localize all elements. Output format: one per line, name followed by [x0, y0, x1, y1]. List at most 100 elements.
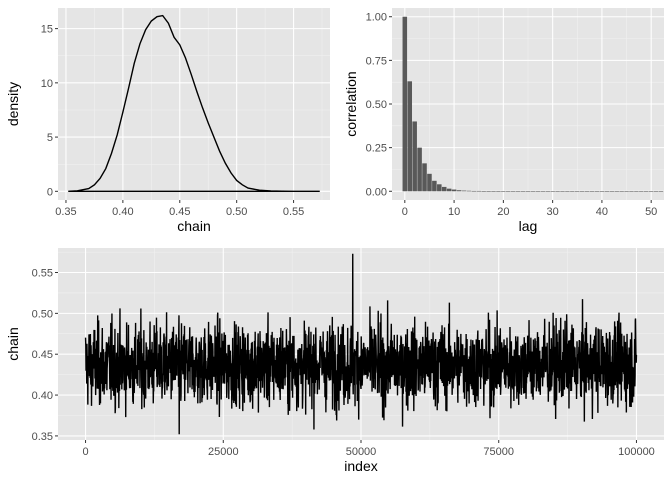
acf-bar — [560, 191, 565, 192]
density-x-tick-label: 0.45 — [169, 206, 190, 218]
acf-bar — [417, 147, 422, 192]
trace-plot: 0 25000 50000 75000 100000 0.35 0.40 0.45 0.50 0.… — [5, 248, 664, 474]
acf-bar — [446, 188, 452, 192]
acf-bar — [530, 191, 536, 192]
acf-bar — [639, 191, 644, 192]
acf-bar — [604, 191, 610, 192]
acf-y-axis-title: correlation — [343, 71, 359, 136]
acf-bar — [589, 191, 595, 192]
density-y-tick-label: 5 — [47, 132, 53, 144]
acf-x-tick-label: 40 — [596, 206, 608, 218]
acf-bar — [648, 191, 654, 192]
acf-bar — [609, 191, 615, 192]
acf-bar — [584, 191, 590, 192]
acf-bar — [476, 190, 481, 192]
trace-axes: 0 25000 50000 75000 100000 0.35 0.40 0.45 0.50 0.… — [32, 268, 655, 458]
acf-bar — [481, 191, 486, 192]
acf-bar — [658, 191, 664, 192]
trace-x-tick-label: 0 — [82, 446, 88, 458]
density-axes: 0.35 0.40 0.45 0.50 0.55 0 5 10 15 — [41, 24, 305, 218]
acf-plot: 0 10 20 30 40 50 0.00 0.25 0.50 0.75 1.00 lag corr… — [343, 8, 664, 234]
acf-bar — [614, 191, 619, 192]
acf-x-tick-label: 20 — [497, 206, 509, 218]
trace-x-tick-label: 25000 — [208, 446, 239, 458]
acf-bar — [501, 191, 506, 192]
acf-x-tick-label: 0 — [402, 206, 408, 218]
acf-bar — [486, 191, 491, 192]
trace-x-tick-label: 50000 — [346, 446, 377, 458]
trace-line — [84, 253, 638, 435]
trace-y-tick-label: 0.40 — [32, 390, 53, 402]
acf-bar — [510, 191, 516, 192]
acf-y-tick-label: 0.00 — [366, 186, 387, 198]
density-plot: 0.35 0.40 0.45 0.50 0.55 0 5 10 15 chain density — [5, 8, 330, 234]
density-panel — [58, 8, 330, 200]
density-y-axis-title: density — [5, 82, 21, 126]
acf-bar — [535, 191, 541, 192]
density-curve — [68, 14, 320, 193]
acf-x-axis-title: lag — [519, 218, 538, 234]
acf-bar — [402, 16, 408, 192]
acf-bar — [427, 173, 432, 192]
acf-bar — [525, 191, 531, 192]
trace-x-tick-label: 100000 — [618, 446, 655, 458]
density-marks — [68, 14, 320, 193]
acf-bar — [599, 191, 605, 192]
acf-bar — [634, 191, 639, 192]
trace-x-axis-title: index — [344, 458, 377, 474]
density-y-tick-label: 10 — [41, 78, 53, 90]
acf-bar — [624, 191, 629, 192]
acf-bar — [456, 190, 462, 192]
acf-bar — [545, 191, 550, 192]
acf-x-tick-label: 10 — [448, 206, 460, 218]
acf-bar — [594, 191, 600, 192]
trace-x-tick-label: 75000 — [483, 446, 514, 458]
acf-bar — [461, 190, 467, 192]
acf-bar — [515, 191, 521, 192]
density-x-tick-label: 0.50 — [226, 206, 247, 218]
acf-bar — [466, 190, 472, 192]
density-x-tick-label: 0.35 — [55, 206, 76, 218]
acf-bar — [441, 186, 447, 192]
acf-bar — [422, 163, 427, 192]
acf-bar — [629, 191, 634, 192]
acf-x-tick-label: 50 — [645, 206, 657, 218]
acf-bar — [496, 191, 501, 192]
acf-bar — [506, 191, 511, 192]
density-y-tick-label: 15 — [41, 24, 53, 36]
trace-marks — [84, 253, 638, 435]
acf-bar — [540, 191, 546, 192]
acf-bar — [570, 191, 575, 192]
trace-y-tick-label: 0.50 — [32, 308, 53, 320]
acf-marks — [402, 16, 664, 192]
acf-bar — [491, 191, 496, 192]
acf-bar — [520, 191, 526, 192]
acf-bar — [575, 191, 580, 192]
trace-y-axis-title: chain — [5, 327, 21, 360]
acf-x-tick-label: 30 — [547, 206, 559, 218]
acf-bar — [412, 121, 417, 192]
acf-bar — [653, 191, 659, 192]
trace-y-tick-label: 0.55 — [32, 268, 53, 280]
trace-y-tick-label: 0.35 — [32, 431, 53, 443]
density-x-axis-title: chain — [177, 218, 210, 234]
density-x-tick-label: 0.55 — [283, 206, 304, 218]
acf-bar — [565, 191, 570, 192]
trace-y-tick-label: 0.45 — [32, 349, 53, 361]
acf-y-tick-label: 0.25 — [366, 143, 387, 155]
acf-bar — [643, 191, 649, 192]
acf-y-tick-label: 0.50 — [366, 99, 387, 111]
acf-axes: 0 10 20 30 40 50 0.00 0.25 0.50 0.75 1.00 — [366, 12, 658, 218]
acf-y-tick-label: 0.75 — [366, 55, 387, 67]
acf-grid — [392, 8, 664, 200]
acf-y-tick-label: 1.00 — [366, 12, 387, 24]
acf-bar — [407, 81, 413, 192]
acf-bar — [550, 191, 555, 192]
acf-bar — [437, 184, 442, 192]
density-y-tick-label: 0 — [47, 186, 53, 198]
acf-bar — [579, 191, 585, 192]
acf-bar — [432, 180, 437, 192]
density-x-tick-label: 0.40 — [112, 206, 133, 218]
acf-bar — [619, 191, 624, 192]
